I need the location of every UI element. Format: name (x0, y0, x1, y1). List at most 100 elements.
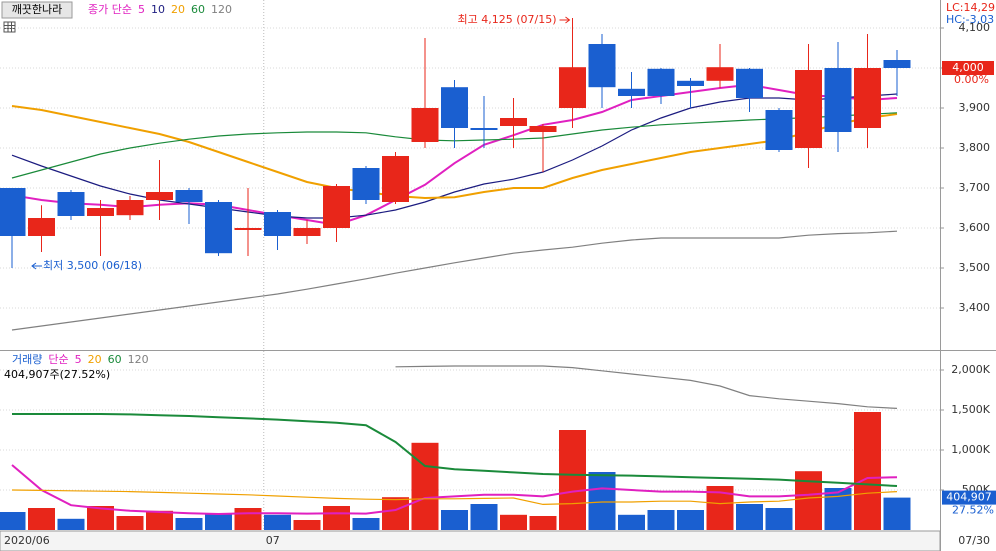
volume-bar (529, 516, 557, 530)
volume-bar (824, 488, 852, 530)
candle-body (175, 190, 203, 202)
volume-bar (618, 514, 645, 530)
volume-bar (559, 430, 586, 530)
volume-bar (146, 510, 173, 530)
candle-body (647, 68, 675, 96)
arrow (559, 16, 571, 24)
legend-entry: 60 (108, 353, 122, 366)
last-value-box (942, 61, 994, 75)
candle-body (116, 200, 144, 216)
x-tick-label: 2020/06 (4, 534, 50, 547)
grid-icon (3, 21, 16, 33)
last-volume: 404,907 (946, 491, 992, 504)
candle-body (28, 218, 55, 236)
lc-label: LC:14,29 (946, 1, 995, 14)
volume-bar (588, 472, 616, 530)
ma-line (395, 365, 898, 409)
x-tick-label: 07/30 (958, 534, 990, 547)
candle-body (736, 68, 763, 98)
legend-entry: 단순 (48, 353, 68, 366)
candle-body (411, 108, 439, 142)
y-tick-label: 3,500 (959, 261, 991, 274)
change-label: 0.00% (954, 73, 989, 86)
ma-line (11, 230, 898, 331)
volume-bar (293, 520, 321, 530)
candle-body (57, 192, 85, 216)
volume-bar (854, 412, 881, 530)
volume-title: 거래량 (12, 353, 42, 366)
volume-bar (765, 508, 793, 530)
candle-body (146, 192, 173, 200)
volume-bar (736, 504, 763, 530)
candle-body (293, 228, 321, 236)
legend-entry: 60 (191, 3, 205, 16)
y-tick-label: 3,400 (959, 301, 991, 314)
volume-bar (323, 506, 350, 530)
candle-body (795, 70, 822, 148)
volume-bar (411, 442, 439, 530)
volume-bar (0, 512, 26, 530)
volume-bar (205, 514, 232, 530)
high-annotation: 최고 4,125 (07/15) (457, 13, 556, 26)
candle-body (264, 212, 291, 236)
candle-body (87, 208, 114, 216)
candle-body (559, 67, 586, 108)
candle-body (382, 156, 409, 202)
ma-line (11, 464, 898, 516)
y-tick-label: 3,600 (959, 221, 991, 234)
legend-entry: 120 (128, 353, 149, 366)
candle-body (0, 188, 26, 236)
legend-entry: 120 (211, 3, 232, 16)
candle-body (529, 126, 557, 132)
volume-bar (175, 518, 203, 530)
y-tick-label: 3,800 (959, 141, 991, 154)
legend-entry: 20 (171, 3, 185, 16)
volume-bar (883, 497, 911, 530)
legend-entry: 10 (151, 3, 165, 16)
stock-name-box (1, 1, 73, 19)
last-volume-box (942, 490, 996, 505)
candle-body (883, 60, 911, 68)
ma-line (11, 489, 898, 506)
arrow (31, 262, 42, 270)
volume-ratio: 27.52% (952, 504, 994, 517)
y-tick-label: 1,000K (951, 443, 990, 456)
candle-body (824, 68, 852, 132)
volume-bar (647, 510, 675, 530)
legend-entry: 5 (75, 353, 82, 366)
y-tick-label: 2,000K (951, 363, 990, 376)
candle-body (470, 128, 498, 130)
candle-body (765, 110, 793, 150)
legend-entry: 5 (138, 3, 145, 16)
last-value: 4,000 (952, 61, 984, 74)
volume-bar (677, 510, 704, 530)
volume-bar (382, 497, 409, 530)
volume-bar (28, 508, 55, 530)
y-tick-label: 3,700 (959, 181, 991, 194)
candle-body (234, 228, 262, 230)
volume-bar (500, 514, 527, 530)
y-tick-label: 3,900 (959, 101, 991, 114)
volume-bar (470, 504, 498, 530)
candle-body (854, 68, 881, 128)
volume-info: 404,907주(27.52%) (4, 368, 110, 381)
x-axis-area (0, 530, 941, 551)
volume-bar (441, 510, 468, 530)
low-annotation: 최저 3,500 (06/18) (43, 259, 142, 272)
candle-body (323, 186, 350, 228)
y-tick-label: 4,100 (959, 21, 991, 34)
ma-line (11, 105, 898, 200)
volume-bar (264, 514, 291, 530)
candle-body (618, 88, 645, 96)
legend-entry: 종가 단순 (88, 3, 132, 16)
legend-entry: 20 (88, 353, 102, 366)
volume-bar (57, 518, 85, 530)
stock-name: 깨끗한나라 (12, 3, 63, 16)
candle-body (352, 168, 380, 200)
ma-line (12, 413, 898, 487)
y-tick-label: 1,500K (951, 403, 990, 416)
candle-body (500, 118, 527, 126)
candle-body (677, 80, 704, 86)
volume-bar (116, 516, 144, 530)
